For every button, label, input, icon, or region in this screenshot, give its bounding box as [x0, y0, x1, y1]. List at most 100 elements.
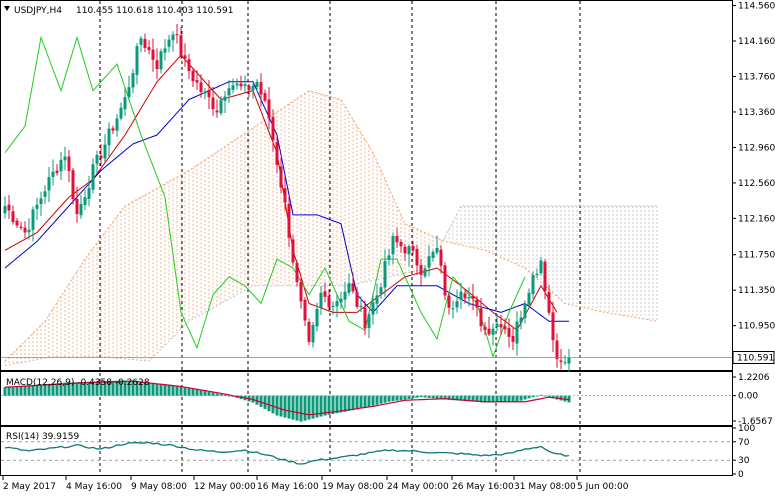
candle-body-101	[407, 246, 411, 255]
macd-bar-47	[191, 389, 195, 396]
candle-body-122	[491, 328, 495, 335]
macd-bar-15	[63, 382, 67, 396]
macd-bar-56	[227, 395, 231, 397]
candle-body-91	[367, 314, 371, 329]
candle-body-82	[331, 305, 335, 307]
senkou-span-a	[4, 90, 658, 362]
current-price-label: 110.591	[737, 353, 774, 363]
macd-bar-76	[307, 395, 311, 420]
candle-body-6	[27, 229, 31, 233]
macd-bar-25	[103, 381, 107, 396]
candle-body-25	[103, 144, 107, 159]
candle-body-13	[55, 170, 59, 173]
candle-body-137	[551, 312, 555, 341]
macd-bar-93	[375, 395, 379, 405]
candle-body-24	[99, 155, 103, 159]
macd-bar-110	[443, 395, 447, 400]
rsi-panel-border	[0, 426, 733, 476]
candle-body-107	[431, 251, 435, 258]
candle-body-21	[87, 187, 91, 199]
current-price-box	[732, 350, 775, 364]
candle-body-15	[63, 156, 67, 161]
candle-body-7	[31, 209, 35, 230]
candle-body-74	[299, 281, 303, 302]
candle-body-2	[11, 211, 15, 223]
macd-bar-116	[467, 395, 471, 402]
macd-indicator	[1, 380, 732, 422]
macd-bar-48	[195, 389, 199, 396]
macd-bar-75	[303, 395, 307, 421]
candle-body-128	[515, 321, 519, 344]
macd-bar-37	[151, 383, 155, 396]
macd-bar-52	[211, 392, 215, 396]
macd-bar-11	[47, 383, 51, 396]
macd-bar-24	[99, 381, 103, 396]
candle-body-84	[339, 298, 343, 303]
chart-header: USDJPY,H4 110.455 110.618 110.403 110.59…	[4, 6, 233, 16]
candle-body-34	[139, 38, 143, 45]
macd-bar-46	[187, 388, 191, 396]
macd-bar-107	[431, 395, 435, 399]
macd-bar-5	[23, 385, 27, 396]
vertical-grid	[99, 1, 581, 475]
time-axis: 2 May 2017 4 May 16:00 9 May 08:00 12 May 0…	[2, 476, 629, 492]
candle-body-69	[279, 166, 283, 188]
macd-bar-100	[403, 395, 407, 400]
chikou-span-line	[4, 35, 526, 359]
time-label-5: 19 May 08:00	[322, 482, 384, 492]
macd-bar-41	[167, 384, 171, 396]
candle-body-63	[255, 81, 259, 88]
macd-bar-49	[199, 390, 203, 396]
candle-body-126	[507, 328, 511, 337]
candle-body-20	[83, 197, 87, 205]
price-tick-label-2: 113.760	[738, 72, 775, 82]
candle-body-85	[343, 291, 347, 300]
candle-body-59	[239, 83, 243, 87]
candle-body-95	[383, 261, 387, 288]
macd-bar-8	[35, 384, 39, 396]
macd-bar-12	[51, 383, 55, 396]
candle-body-139	[559, 360, 563, 362]
macd-bar-29	[119, 380, 123, 396]
macd-bar-117	[471, 395, 475, 402]
candle-body-68	[275, 142, 279, 165]
macd-bar-102	[411, 395, 415, 399]
macd-bar-33	[135, 381, 139, 396]
candle-body-103	[415, 248, 419, 266]
candle-body-140	[563, 362, 567, 364]
macd-bar-141	[567, 395, 571, 403]
candle-body-129	[519, 317, 523, 323]
macd-bar-36	[147, 382, 151, 396]
macd-bar-77	[311, 395, 315, 419]
rsi-line	[4, 441, 570, 465]
candle-body-50	[203, 91, 207, 94]
dropdown-triangle-icon[interactable]	[4, 6, 10, 11]
macd-bar-44	[179, 386, 183, 396]
candlesticks	[3, 23, 571, 373]
candle-body-19	[79, 203, 83, 216]
macd-bar-115	[463, 395, 467, 402]
candle-body-64	[259, 82, 263, 95]
macd-bar-129	[519, 395, 523, 401]
candle-body-10	[43, 191, 47, 197]
candle-body-134	[539, 260, 543, 274]
candle-body-73	[295, 263, 299, 282]
candle-body-88	[355, 291, 359, 307]
price-tick-label-3: 113.360	[738, 108, 775, 118]
macd-bar-135	[543, 395, 547, 397]
candle-body-138	[555, 340, 559, 360]
candle-body-9	[39, 198, 43, 205]
macd-bar-28	[115, 380, 119, 396]
macd-bar-99	[399, 395, 403, 401]
macd-bar-0	[3, 387, 7, 396]
macd-bar-94	[379, 395, 383, 404]
candle-body-77	[311, 324, 315, 343]
macd-bar-3	[15, 386, 19, 396]
macd-bar-125	[503, 395, 507, 403]
rsi-tick-label-3: 0	[738, 470, 744, 480]
time-label-4: 16 May 16:00	[257, 482, 319, 492]
macd-bar-109	[439, 395, 443, 400]
macd-bar-26	[107, 380, 111, 396]
